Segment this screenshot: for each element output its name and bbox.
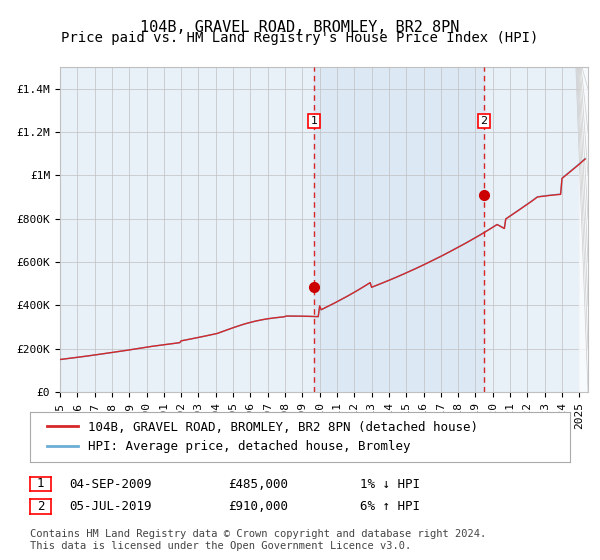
Text: 1: 1	[37, 477, 44, 491]
Text: 104B, GRAVEL ROAD, BROMLEY, BR2 8PN: 104B, GRAVEL ROAD, BROMLEY, BR2 8PN	[140, 20, 460, 35]
Text: 1: 1	[310, 116, 317, 126]
Text: 04-SEP-2009: 04-SEP-2009	[69, 478, 151, 491]
Bar	[314, 67, 484, 392]
Text: Contains HM Land Registry data © Crown copyright and database right 2024.
This d: Contains HM Land Registry data © Crown c…	[30, 529, 486, 551]
Text: £910,000: £910,000	[228, 500, 288, 514]
Polygon shape	[580, 67, 588, 392]
Legend: 104B, GRAVEL ROAD, BROMLEY, BR2 8PN (detached house), HPI: Average price, detach: 104B, GRAVEL ROAD, BROMLEY, BR2 8PN (det…	[41, 416, 483, 458]
Text: 1% ↓ HPI: 1% ↓ HPI	[360, 478, 420, 491]
Text: 05-JUL-2019: 05-JUL-2019	[69, 500, 151, 514]
Text: 2: 2	[37, 500, 44, 513]
Text: 6% ↑ HPI: 6% ↑ HPI	[360, 500, 420, 514]
Text: 2: 2	[481, 116, 488, 126]
Text: Price paid vs. HM Land Registry's House Price Index (HPI): Price paid vs. HM Land Registry's House …	[61, 31, 539, 45]
Text: £485,000: £485,000	[228, 478, 288, 491]
